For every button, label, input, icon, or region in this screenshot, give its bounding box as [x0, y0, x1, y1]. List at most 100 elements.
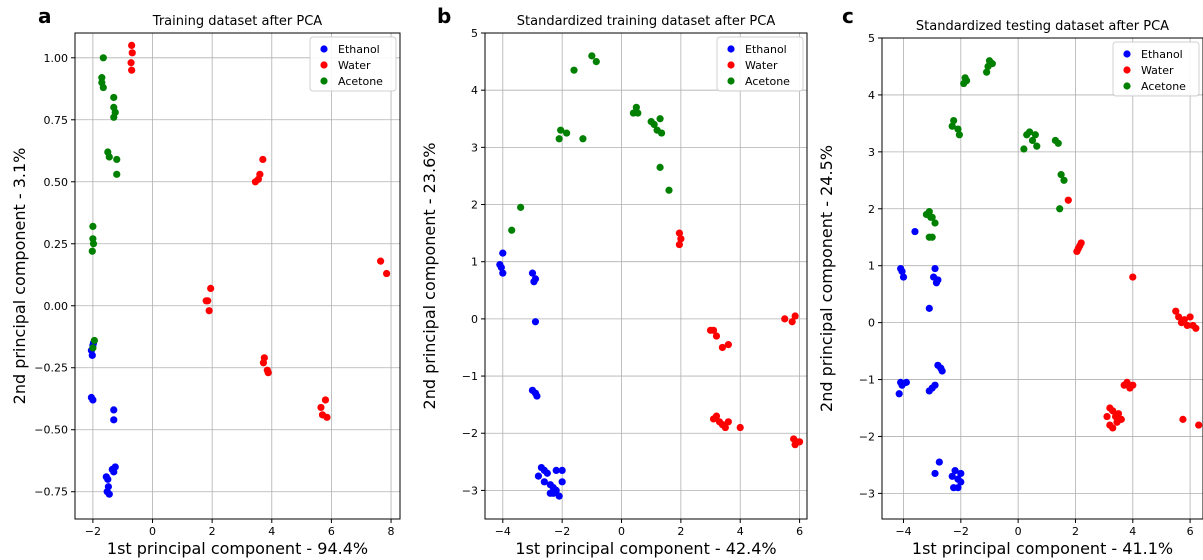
data-point-acetone — [656, 115, 664, 123]
data-point-acetone — [89, 222, 97, 231]
data-point-acetone — [1056, 205, 1064, 213]
data-point-acetone — [1057, 171, 1065, 179]
data-point-water — [795, 438, 804, 446]
data-point-ethanol — [954, 484, 962, 492]
data-point-water — [709, 326, 718, 334]
x-tick-label: −2 — [953, 525, 969, 538]
data-point-acetone — [517, 203, 525, 211]
data-point-water — [675, 240, 683, 249]
data-point-ethanol — [902, 378, 910, 386]
data-point-ethanol — [898, 267, 906, 275]
data-point-acetone — [632, 103, 640, 111]
y-axis-label: 2nd principal component - 23.6% — [420, 143, 439, 410]
legend-label: Acetone — [1141, 80, 1186, 93]
data-point-ethanol — [540, 478, 548, 486]
data-point-acetone — [98, 74, 106, 82]
data-point-water — [718, 343, 727, 352]
x-tick-label: 6 — [1187, 525, 1194, 538]
y-tick-label: −3 — [859, 487, 875, 500]
data-point-acetone — [555, 135, 563, 143]
panel-letter: c — [842, 4, 854, 28]
y-tick-label: 4 — [868, 89, 875, 102]
data-point-water — [1179, 415, 1187, 423]
data-point-ethanol — [931, 381, 939, 389]
y-tick-label: −2 — [462, 427, 478, 440]
y-tick-label: 4 — [471, 84, 478, 97]
data-point-water — [1129, 381, 1137, 389]
data-point-acetone — [962, 77, 971, 85]
points-group — [496, 52, 804, 500]
data-point-acetone — [90, 336, 98, 345]
y-tick-label: 5 — [471, 27, 478, 40]
legend-marker-water — [320, 61, 328, 69]
chart-title: Training dataset after PCA — [152, 14, 323, 29]
data-point-ethanol — [104, 475, 112, 483]
data-point-ethanol — [925, 387, 933, 395]
data-point-water — [1123, 378, 1131, 386]
data-point-acetone — [1020, 145, 1028, 153]
points-group — [87, 41, 391, 498]
data-point-acetone — [948, 122, 956, 130]
legend-marker-ethanol — [1123, 50, 1131, 58]
y-tick-label: 3 — [868, 146, 875, 159]
data-point-water — [377, 257, 385, 265]
points-group — [895, 57, 1203, 492]
data-point-acetone — [925, 233, 933, 241]
data-point-acetone — [113, 170, 121, 178]
x-axis-label: 1st principal component - 41.1% — [912, 539, 1173, 558]
data-point-acetone — [570, 66, 578, 74]
data-point-water — [259, 155, 267, 164]
data-point-water — [1109, 407, 1117, 415]
data-point-water — [675, 229, 683, 237]
data-point-acetone — [634, 109, 642, 117]
data-point-water — [1109, 424, 1117, 432]
data-point-water — [1180, 316, 1188, 324]
data-point-water — [256, 170, 264, 178]
data-point-ethanol — [89, 396, 97, 404]
legend-label: Acetone — [338, 75, 383, 88]
data-point-acetone — [89, 344, 97, 352]
x-tick-label: 4 — [1129, 525, 1136, 538]
y-tick-label: 0 — [868, 317, 875, 330]
data-point-acetone — [592, 57, 600, 66]
y-tick-label: −3 — [462, 484, 478, 497]
data-point-ethanol — [899, 273, 908, 281]
data-point-ethanol — [105, 490, 113, 498]
data-point-acetone — [1028, 136, 1037, 145]
data-point-acetone — [931, 219, 939, 227]
legend-label: Water — [1141, 64, 1174, 77]
y-tick-label: −0.75 — [34, 486, 68, 499]
data-point-acetone — [928, 213, 936, 221]
x-tick-label: 6 — [328, 525, 335, 538]
y-axis-label: 2nd principal component - 24.5% — [817, 145, 836, 412]
data-point-ethanol — [497, 263, 505, 272]
y-tick-label: −1 — [859, 374, 875, 387]
data-point-ethanol — [531, 318, 540, 326]
x-tick-label: 4 — [737, 525, 744, 538]
plot-frame — [484, 32, 808, 520]
data-point-ethanol — [895, 390, 903, 398]
data-point-water — [317, 403, 325, 412]
data-point-ethanol — [931, 469, 939, 478]
data-point-acetone — [665, 186, 673, 194]
y-tick-label: −0.25 — [34, 362, 68, 375]
data-point-ethanol — [558, 466, 566, 474]
data-point-ethanol — [528, 269, 537, 277]
data-point-acetone — [1060, 176, 1068, 184]
data-point-water — [323, 413, 331, 421]
data-point-ethanol — [558, 478, 566, 486]
y-tick-label: 3 — [471, 141, 478, 154]
data-point-acetone — [1033, 142, 1041, 150]
data-point-ethanol — [543, 469, 551, 477]
data-point-water — [1192, 324, 1200, 332]
data-point-acetone — [650, 120, 658, 129]
data-point-ethanol — [110, 406, 118, 414]
data-point-water — [264, 369, 272, 377]
y-tick-label: 0.00 — [44, 300, 69, 313]
data-point-water — [1114, 410, 1123, 418]
legend-label: Ethanol — [338, 43, 380, 56]
data-point-water — [128, 49, 136, 57]
data-point-water — [128, 66, 136, 74]
data-point-water — [1186, 313, 1194, 321]
data-point-acetone — [110, 113, 118, 121]
